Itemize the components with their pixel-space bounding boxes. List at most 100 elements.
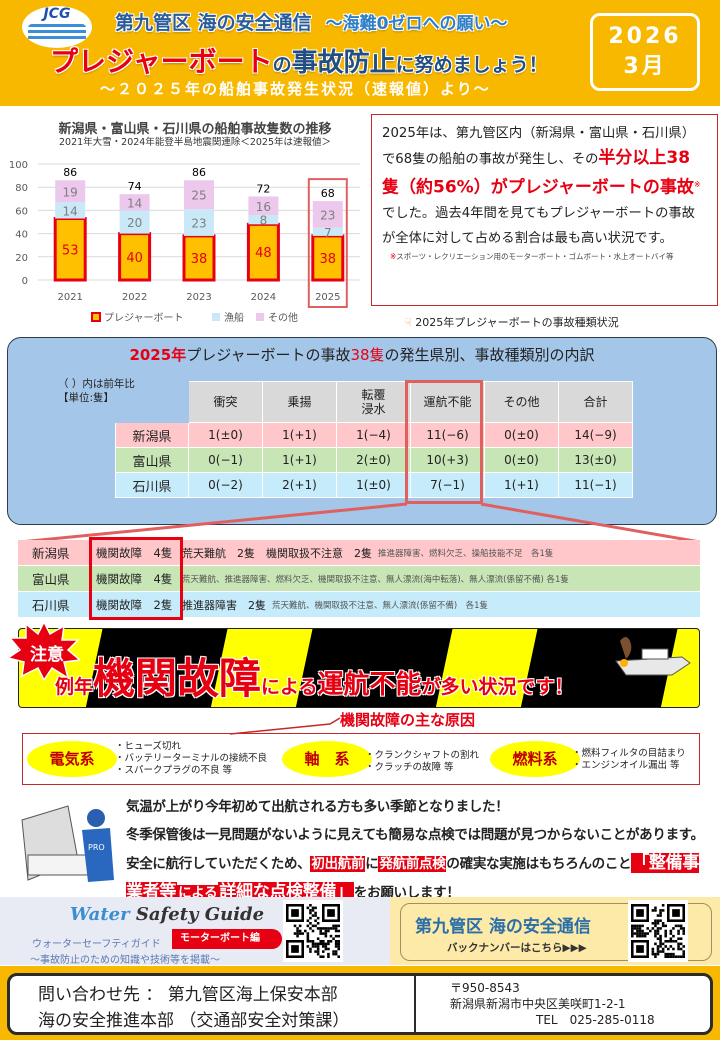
summary-emphasis: 半分以上38隻（約56%）がプレジャーボートの事故 xyxy=(382,148,694,198)
data-label: 48 xyxy=(255,246,272,261)
cause-item: ・エンジンオイル漏出 等 xyxy=(572,760,680,771)
cause-category-fuel: 燃料系 xyxy=(490,741,580,777)
bar-segment xyxy=(184,180,214,210)
issue-month: 3月 xyxy=(623,54,667,79)
headline-part: プレジャーボート xyxy=(50,45,273,78)
note-line: （ ）内は前年比 xyxy=(58,378,135,390)
footnote: ※スポーツ・レクリエーション用のモーターボート・ゴムボート・水上オートバイ等 xyxy=(390,251,707,263)
cause-detail-list: 新潟県 機関故障 4隻 荒天難航 2隻 機関取扱不注意 2隻 推進器障害、燃料欠乏、操… xyxy=(18,540,700,618)
footnote-mark: ※ xyxy=(390,252,397,262)
legend-swatch xyxy=(91,312,101,322)
highlight-frame xyxy=(307,178,348,308)
chart-title: 新潟県・富山県・石川県の船舶事故隻数の推移 xyxy=(58,122,332,137)
column-header: その他 xyxy=(484,381,559,423)
detail-small: 荒天難航、推進器障害、燃料欠乏、機関取扱不注意、無人漂流(海中転落)、無人漂流(… xyxy=(182,574,569,585)
bar-segment xyxy=(246,222,280,282)
wsg-description: ～事故防止のための知識や技術等を掲載～ xyxy=(30,955,220,966)
logo-text: JCG xyxy=(43,6,71,22)
section-pointer: ☟ 2025年プレジャーボートの事故種類状況 xyxy=(405,314,619,330)
series-title: 第九管区 海の安全通信 ～海難0ゼロへの願い～ xyxy=(115,8,507,35)
bar-segment xyxy=(312,227,343,236)
column-header: 転覆 浸水 xyxy=(336,381,411,423)
pro-badge: PRO xyxy=(88,843,105,852)
column-highlight xyxy=(405,380,483,504)
contact-divider xyxy=(414,975,416,1033)
cause-item: ・クラッチの故障 等 xyxy=(365,762,454,773)
cause-category-electrical: 電気系 xyxy=(27,741,117,777)
issue-date: 2026 3月 xyxy=(590,13,700,91)
cause-list: ・燃料フィルタの目詰まり ・エンジンオイル漏出 等 xyxy=(572,748,686,772)
subtitle: ～２０２５年の船舶事故発生状況（速報値）より～ xyxy=(100,80,491,98)
title-text: の発生県別、事故種類別の内訳 xyxy=(384,346,595,364)
qr-code-icon[interactable] xyxy=(283,900,343,962)
x-tick-label: 2021 xyxy=(57,292,82,303)
bar-segment xyxy=(248,215,279,225)
table-cell: 0(±0) xyxy=(484,422,559,448)
total-label: 74 xyxy=(128,180,142,193)
cause-item: ・燃料フィルタの目詰まり xyxy=(572,748,686,759)
legend-label: その他 xyxy=(268,311,298,324)
breakdown-title: 2025年プレジャーボートの事故38隻の発生県別、事故種類別の内訳 xyxy=(7,344,717,365)
data-label: 40 xyxy=(126,251,143,266)
callout-line-left xyxy=(19,502,408,544)
data-label: 38 xyxy=(191,252,208,267)
mechanic-illustration: PRO xyxy=(21,805,114,882)
summary-text: でした。過去4年間を見てもプレジャーボートの事故が全体に対して占める割合は最も高… xyxy=(382,206,695,247)
bar-segment xyxy=(55,202,86,219)
postal-code: 〒950-8543 xyxy=(450,981,520,995)
x-tick-label: 2023 xyxy=(186,292,211,303)
detail-main: 機関故障 4隻 xyxy=(96,571,173,586)
caution-badge: 注意 xyxy=(30,645,64,665)
wsg-kana: ウォーターセーフティガイド xyxy=(32,939,161,950)
table-cell: 1(±0) xyxy=(188,422,263,448)
data-label: 19 xyxy=(63,185,78,199)
message-text: に xyxy=(365,856,379,872)
cause-item: ・スパークプラグの不良 等 xyxy=(115,765,233,776)
warning-part: 運航不能 xyxy=(317,670,422,700)
bar-segment xyxy=(118,232,152,282)
headline: プレジャーボートの事故防止に努めましょう！ xyxy=(50,40,548,80)
footnote-mark: ※ xyxy=(693,180,701,189)
table-cell: 11(−6) xyxy=(410,422,485,448)
headline-part: に努めましょう！ xyxy=(395,54,548,76)
backnumber-link[interactable]: バックナンバーはこちら▶▶▶ xyxy=(447,942,587,954)
wsg-title: Water Safety Guide xyxy=(70,904,264,925)
wave-icon xyxy=(28,24,86,42)
table-cell: 1(+1) xyxy=(484,472,559,498)
broken-boat-icon xyxy=(615,637,691,676)
wsg-tag: モーターボート編 xyxy=(172,929,282,949)
column-header: 運航不能 xyxy=(410,381,485,423)
table-cell: 13(±0) xyxy=(558,447,633,473)
y-tick-label: 0 xyxy=(22,276,28,287)
qr-code-icon[interactable] xyxy=(628,900,688,962)
message-text: の確実な実施はもちろんのこと xyxy=(446,856,632,872)
summary-text: 2025年は、第九管区内（新潟県・富山県・石川県）で68隻の船舶の事故が発生し、… xyxy=(382,126,696,167)
breakdown-table: 衝突 乗揚 転覆 浸水 運航不能 その他 合計 新潟県 1(±0) 1(+1) 1(−… xyxy=(115,381,633,498)
y-tick-label: 40 xyxy=(15,230,28,241)
detail-row: 富山県 機関故障 4隻 荒天難航、推進器障害、燃料欠乏、機関取扱不注意、無人漂流(海… xyxy=(18,566,700,592)
row-label: 石川県 xyxy=(115,472,189,498)
x-tick-label: 2022 xyxy=(122,292,147,303)
legend-label: プレジャーボート xyxy=(104,312,184,324)
y-tick-label: 60 xyxy=(15,206,28,217)
bar-segment xyxy=(184,209,214,236)
headline-part: 事故防止 xyxy=(291,48,396,78)
title-text: プレジャーボートの事故 xyxy=(186,346,351,364)
detail-pref: 石川県 xyxy=(32,598,70,613)
summary-box: 2025年は、第九管区内（新潟県・富山県・石川県）で68隻の船舶の事故が発生し、… xyxy=(371,114,718,306)
detail-rest: 推進器障害 2隻 xyxy=(182,598,266,612)
table-row: 富山県 0(−1) 1(+1) 2(±0) 10(+3) 0(±0) 13(±0) xyxy=(115,447,633,473)
cause-item: ・ヒューズ切れ xyxy=(115,741,182,752)
table-cell: 1(+1) xyxy=(262,422,337,448)
x-tick-label: 2025 xyxy=(315,292,340,303)
legend-swatch xyxy=(212,313,220,321)
warning-band xyxy=(18,628,700,708)
data-label: 20 xyxy=(127,216,142,230)
wsg-title-b: Safety Guide xyxy=(135,904,265,925)
warning-part: が多い状況です！ xyxy=(421,676,574,698)
table-note: （ ）内は前年比 【単位:隻】 xyxy=(58,377,135,405)
detail-pref: 新潟県 xyxy=(32,546,70,561)
causes-title: 機関故障の主な原因 xyxy=(340,711,476,729)
chart-subtitle: 2021年大雪・2024年能登半島地震関連除＜2025年は速報値＞ xyxy=(58,137,332,148)
table-header-row: 衝突 乗揚 転覆 浸水 運航不能 その他 合計 xyxy=(116,381,633,423)
